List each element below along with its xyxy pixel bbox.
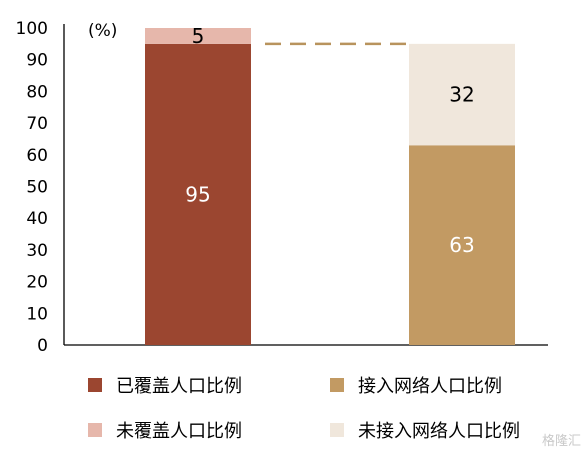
y-tick-label: 80: [26, 82, 48, 102]
bar-segment: [145, 28, 251, 44]
legend-swatch: [88, 378, 102, 392]
bar-segment: [409, 43, 515, 146]
data-label: 32: [449, 83, 474, 107]
legend-label: 已覆盖人口比例: [116, 376, 242, 397]
legend-swatch: [88, 423, 102, 437]
legend-label: 接入网络人口比例: [358, 376, 502, 397]
y-axis: 0 10 20 30 40 50 60 70 80 90 100: [16, 19, 548, 356]
data-label: 63: [449, 233, 474, 257]
y-tick-label: 10: [26, 304, 48, 324]
legend-swatch: [330, 423, 344, 437]
legend-label: 未覆盖人口比例: [116, 421, 242, 442]
y-tick-label: 90: [26, 51, 48, 71]
y-tick-label: 20: [26, 273, 48, 293]
data-labels: 95 5 63 32: [185, 24, 474, 257]
legend-item-not-connected: 未接入网络人口比例: [330, 417, 520, 443]
y-tick-label: 30: [26, 241, 48, 261]
legend-item-connected: 接入网络人口比例: [330, 372, 502, 398]
y-tick-label: 70: [26, 114, 48, 134]
bar-segment: [409, 145, 515, 345]
data-label: 95: [185, 182, 210, 206]
bars: [145, 28, 515, 345]
data-label: 5: [192, 24, 205, 48]
y-tick-label: 60: [26, 146, 48, 166]
legend-item-covered: 已覆盖人口比例: [88, 372, 242, 398]
unit-label: (%): [88, 21, 117, 41]
legend-swatch: [330, 378, 344, 392]
watermark: 格隆汇: [541, 434, 581, 449]
y-tick-label: 0: [37, 336, 48, 356]
y-tick-label: 40: [26, 209, 48, 229]
bar-segment: [145, 43, 251, 345]
legend-label: 未接入网络人口比例: [358, 421, 520, 442]
y-tick-label: 50: [26, 178, 48, 198]
legend-item-uncovered: 未覆盖人口比例: [88, 417, 242, 443]
y-tick-label: 100: [16, 19, 48, 39]
